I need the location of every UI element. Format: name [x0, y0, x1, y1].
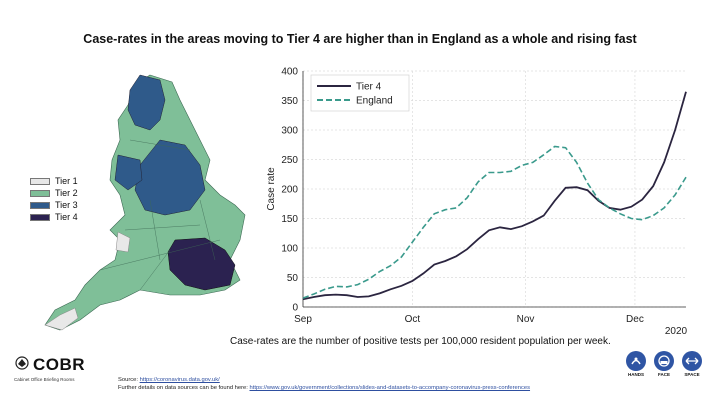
space-badge: SPACE [681, 351, 703, 377]
map-legend-item: Tier 1 [30, 175, 78, 187]
face-label: FACE [657, 372, 670, 377]
chart-legend-box [310, 74, 410, 112]
face-icon [654, 351, 674, 371]
y-tick-label: 400 [281, 67, 298, 78]
map-region-tier4 [167, 237, 236, 291]
face-badge: FACE [653, 351, 675, 377]
y-tick-label: 350 [281, 96, 298, 107]
map-region-tier1-west [115, 231, 131, 253]
y-tick-label: 50 [287, 273, 299, 284]
legend-swatch [30, 177, 50, 185]
legend-label: Tier 2 [55, 188, 78, 198]
space-icon [682, 351, 702, 371]
legend-label: Tier 4 [55, 212, 78, 222]
source-label: Source: [118, 377, 138, 383]
case-rate-chart: 0 50 100 150 200 250 300 350 400 Sep Oct Nov Dec 2020… [266, 67, 688, 338]
legend-swatch [30, 213, 50, 221]
x-tick-label: Sep [294, 314, 312, 325]
sources: Source: https://coronavirus.data.gov.uk/… [118, 376, 530, 392]
further-link[interactable]: https://www.gov.uk/government/collection… [249, 385, 531, 391]
hands-label: HANDS [627, 372, 644, 377]
y-tick-label: 150 [281, 214, 298, 225]
map-legend-item: Tier 2 [30, 187, 78, 199]
x-tick-label: Oct [405, 314, 421, 325]
chart-legend-label: England [356, 96, 393, 107]
crest-icon [14, 355, 30, 376]
x-tick-label: Dec [626, 314, 644, 325]
brand-name: COBR [33, 355, 86, 374]
space-label: SPACE [684, 372, 700, 377]
y-tick-label: 0 [292, 303, 298, 314]
hands-badge: HANDS [625, 351, 647, 377]
series-line-england [302, 145, 687, 299]
y-tick-label: 100 [281, 244, 298, 255]
map-region-tier1-cornwall [44, 307, 79, 331]
series-line-tier-4 [302, 91, 687, 301]
chart-legend-label: Tier 4 [356, 82, 382, 93]
footnote: Case-rates are the number of positive te… [230, 336, 611, 347]
map-region-tier3-lancs [114, 154, 143, 191]
hands-icon [626, 351, 646, 371]
further-label: Further details on data sources can be f… [118, 385, 248, 391]
y-tick-label: 300 [281, 126, 298, 137]
source-link[interactable]: https://coronavirus.data.gov.uk/ [139, 377, 220, 383]
england-tier-map [44, 74, 246, 331]
map-legend-item: Tier 4 [30, 211, 78, 223]
x-year-label: 2020 [665, 326, 688, 337]
y-tick-label: 250 [281, 155, 298, 166]
y-axis-label: Case rate [266, 167, 277, 211]
chart-title: Case-rates in the areas moving to Tier 4… [83, 32, 637, 46]
hands-face-space: HANDS FACE SPACE [625, 351, 703, 377]
legend-swatch [30, 189, 50, 197]
x-tick-label: Nov [517, 314, 535, 325]
brand-subtitle: Cabinet Office Briefing Rooms [14, 377, 75, 383]
map-region-tier3-north [127, 74, 166, 131]
legend-label: Tier 3 [55, 200, 78, 210]
y-tick-label: 200 [281, 185, 298, 196]
map-legend-item: Tier 3 [30, 199, 78, 211]
cobr-logo: COBR Cabinet Office Briefing Rooms [14, 355, 85, 382]
legend-label: Tier 1 [55, 176, 78, 186]
legend-swatch [30, 201, 50, 209]
map-legend: Tier 1 Tier 2 Tier 3 Tier 4 [30, 175, 78, 223]
